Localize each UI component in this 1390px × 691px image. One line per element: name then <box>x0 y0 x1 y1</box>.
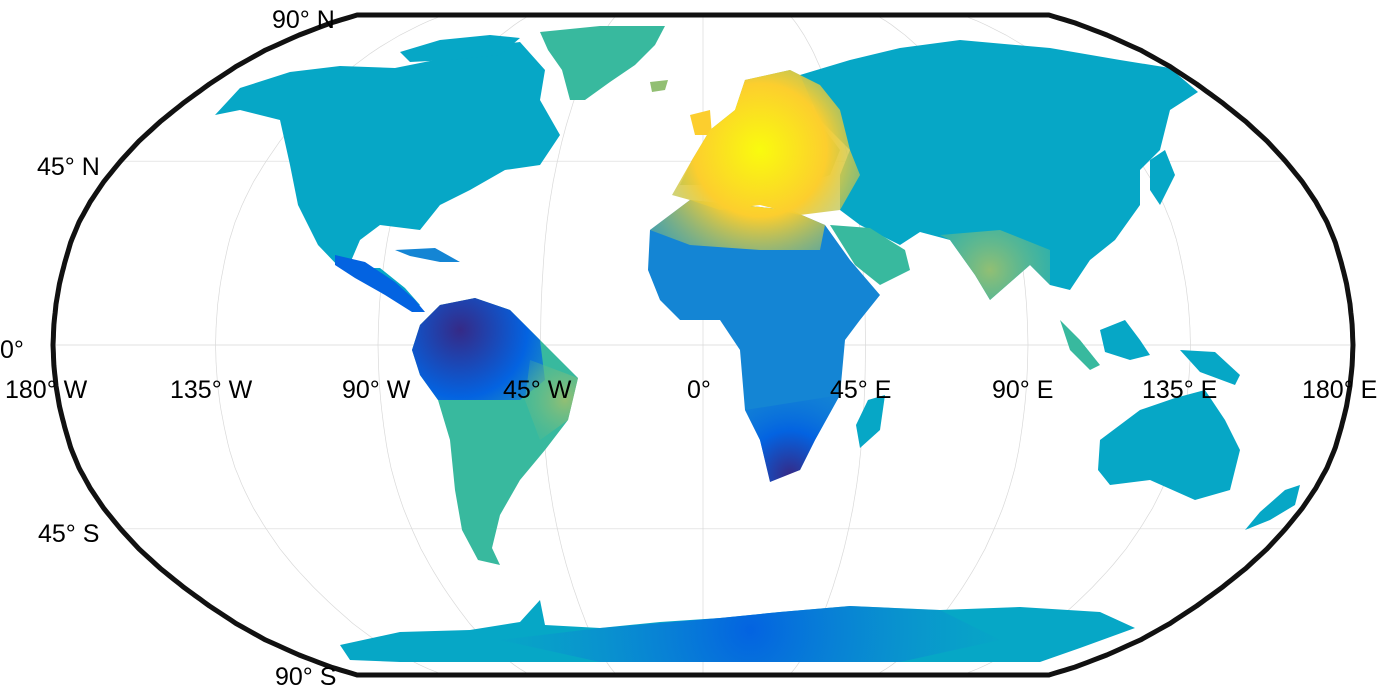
arctic-islands <box>400 35 520 62</box>
india-warm-spot <box>940 230 1050 300</box>
latitude-label-equator: 0° <box>0 336 24 364</box>
new-guinea-island <box>1180 350 1240 385</box>
samerica-coldspot <box>412 298 545 400</box>
southeast-asia-islands <box>1100 320 1150 360</box>
sumatra-island <box>1060 320 1100 370</box>
iceland-island <box>650 80 668 92</box>
antarctica-coldspot <box>500 606 1000 662</box>
longitude-label-0: 0° <box>687 376 711 404</box>
map-frame-outline <box>50 12 1356 678</box>
longitude-label-45e: 45° E <box>830 376 892 404</box>
latitude-label-90n: 90° N <box>272 6 335 34</box>
japan-islands <box>1150 150 1175 205</box>
north-america-landmass <box>215 42 560 310</box>
longitude-label-180e: 180° E <box>1302 376 1378 404</box>
longitude-label-90w: 90° W <box>342 376 411 404</box>
data-overlay <box>412 70 1050 662</box>
british-isles <box>690 110 712 135</box>
longitude-label-135e: 135° E <box>1142 376 1218 404</box>
central-america-landmass <box>335 255 425 312</box>
europe-hotspot <box>672 70 860 215</box>
longitude-label-135w: 135° W <box>170 376 253 404</box>
greenland-landmass <box>540 26 665 100</box>
longitude-label-90e: 90° E <box>992 376 1054 404</box>
longitude-label-180w: 180° W <box>5 376 88 404</box>
asia-landmass <box>800 40 1198 300</box>
north-africa-warm <box>650 200 825 250</box>
brazil-warm-spot <box>525 360 578 440</box>
latitude-label-45n: 45° N <box>37 153 100 181</box>
madagascar-island <box>856 395 885 448</box>
new-zealand-islands <box>1245 485 1300 530</box>
cuba-island <box>395 248 460 262</box>
latitude-label-45s: 45° S <box>38 520 100 548</box>
longitude-label-45w: 45° W <box>503 376 572 404</box>
safrica-coldspot <box>745 395 840 482</box>
latitude-label-90s: 90° S <box>275 663 337 691</box>
australia-landmass <box>1098 390 1240 500</box>
arabian-peninsula <box>830 225 910 285</box>
